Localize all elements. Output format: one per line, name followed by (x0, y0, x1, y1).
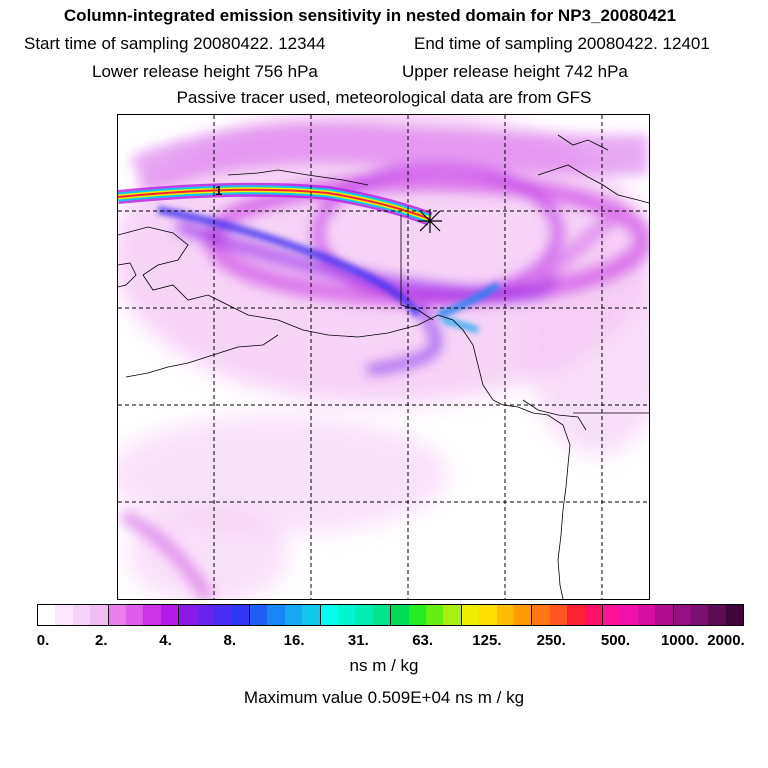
colorbar-segment (231, 605, 250, 625)
colorbar-segment (320, 605, 338, 625)
colorbar-segment (372, 605, 392, 625)
colorbar-segment (249, 605, 268, 625)
colorbar-tick-label: 31. (347, 632, 369, 649)
tracer-info-label: Passive tracer used, meteorological data… (176, 88, 592, 107)
colorbar-tick-label: 125. (472, 632, 502, 649)
colorbar-segment (267, 605, 285, 625)
colorbar-tick-label: 2. (95, 632, 108, 649)
colorbar-segment (673, 605, 692, 625)
colorbar-segment (408, 605, 426, 625)
colorbar-segment (691, 605, 709, 625)
colorbar-segment (603, 605, 621, 625)
colorbar-unit-label: ns m / kg (349, 656, 419, 675)
colorbar-segment (425, 605, 444, 625)
release-plume (118, 182, 433, 226)
colorbar-segment (532, 605, 550, 625)
release-marker-label: 1 (215, 183, 222, 198)
sensitivity-field-bands (119, 123, 649, 599)
colorbar-segment (179, 605, 197, 625)
colorbar-segment (143, 605, 161, 625)
sensitivity-field-core (157, 206, 500, 333)
release-location-marker (418, 209, 442, 233)
plot-title: Column-integrated emission sensitivity i… (63, 6, 677, 25)
colorbar-segment (38, 605, 56, 625)
colorbar-segment (337, 605, 356, 625)
colorbar-tick-label: 250. (536, 632, 566, 649)
colorbar-tick-label: 1000. (660, 632, 699, 649)
coastlines (118, 134, 649, 599)
colorbar-segment (655, 605, 674, 625)
colorbar-segment (637, 605, 656, 625)
colorbar-segment (284, 605, 303, 625)
colorbar-segment (584, 605, 603, 625)
start-time-label: Start time of sampling 20080422. 12344 (24, 34, 326, 53)
lower-release-height-label: Lower release height 756 hPa (92, 62, 318, 81)
colorbar-tick-label: 500. (600, 632, 631, 649)
political-boundaries (400, 215, 649, 414)
colorbar-segment (391, 605, 409, 625)
colorbar-segment (443, 605, 462, 625)
colorbar-segment (567, 605, 585, 625)
colorbar-segment (461, 605, 480, 625)
colorbar-segment (355, 605, 373, 625)
colorbar-tick-label: 8. (223, 632, 237, 649)
colorbar-tick-label: 2000. (707, 632, 745, 649)
colorbar-segment (725, 605, 744, 625)
colorbar-segment (479, 605, 497, 625)
colorbar-segment (55, 605, 73, 625)
colorbar-segment (513, 605, 533, 625)
colorbar-segment (708, 605, 726, 625)
colorbar-segment (160, 605, 180, 625)
colorbar-segment (196, 605, 215, 625)
upper-release-height-label: Upper release height 742 hPa (402, 62, 628, 81)
end-time-label: End time of sampling 20080422. 12401 (414, 34, 710, 53)
colorbar-segment (90, 605, 109, 625)
colorbar-segment (549, 605, 568, 625)
colorbar-tick-label: 16. (283, 632, 305, 649)
map-graticule (118, 115, 649, 599)
colorbar-segment (108, 605, 127, 625)
colorbar-segment (126, 605, 144, 625)
colorbar-segment (214, 605, 232, 625)
colorbar-tick-label: 0. (36, 632, 50, 649)
colorbar-segment (496, 605, 514, 625)
colorbar (37, 604, 744, 626)
maximum-value-label: Maximum value 0.509E+04 ns m / kg (243, 688, 525, 707)
colorbar-segment (302, 605, 321, 625)
colorbar-segment (620, 605, 638, 625)
colorbar-tick-label: 63. (412, 632, 434, 649)
emission-sensitivity-map: 1 (117, 114, 650, 600)
colorbar-segment (72, 605, 91, 625)
colorbar-tick-label: 4. (159, 632, 172, 649)
